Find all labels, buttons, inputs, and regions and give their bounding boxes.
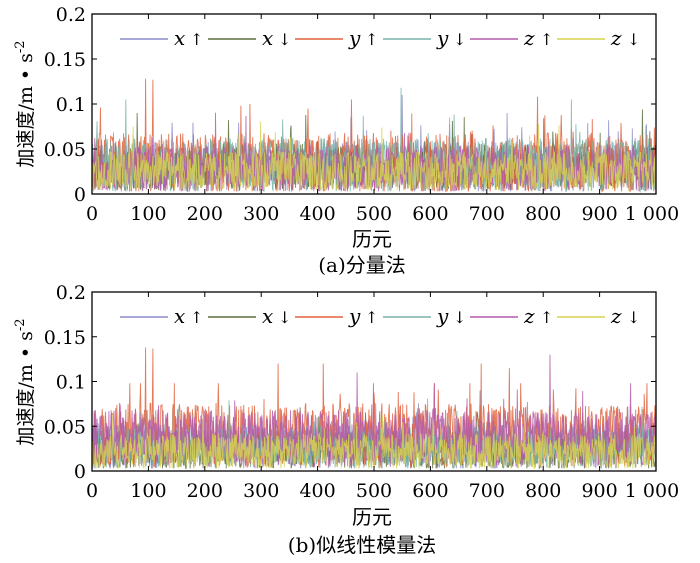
series-line-z-down — [92, 412, 656, 469]
x-tick-label: 0 — [86, 480, 98, 502]
x-tick-label: 600 — [412, 480, 448, 502]
legend-arrow: ↓ — [627, 308, 640, 327]
x-tick-label: 400 — [299, 203, 335, 225]
chart-panel-a: 0 100 200 300 400 500 600 700 800 900 1 000 0 0.05 0.… — [13, 4, 679, 277]
legend-arrow: ↑ — [365, 30, 378, 49]
legend-label: z — [610, 26, 622, 50]
series-line-z-down — [92, 121, 656, 192]
legend-label: x — [262, 304, 273, 328]
x-axis-label: 历元 — [352, 505, 392, 529]
y-tick-label: 0.15 — [44, 327, 86, 349]
x-tick-label: 300 — [243, 203, 279, 225]
x-tick-label: 400 — [299, 480, 335, 502]
x-tick-label: 200 — [187, 480, 223, 502]
x-tick-label: 100 — [130, 480, 166, 502]
legend-item-x-up: x ↑ — [120, 26, 203, 50]
x-tick-label: 200 — [187, 203, 223, 225]
series-lines — [92, 78, 656, 194]
legend-item-x-up: x ↑ — [120, 304, 203, 328]
x-tick-label: 500 — [356, 480, 392, 502]
legend-arrow: ↓ — [278, 30, 291, 49]
legend-label: y — [436, 304, 449, 328]
x-tick-label: 500 — [356, 203, 392, 225]
legend-item-y-down: y ↓ — [383, 26, 466, 50]
legend-item-x-down: x ↓ — [208, 304, 291, 328]
y-axis-label: 加速度/m • s-2 — [13, 40, 37, 167]
legend-item-y-up: y ↑ — [295, 26, 378, 50]
panel-caption: (b)似线性模量法 — [288, 533, 436, 557]
x-axis-label: 历元 — [352, 227, 392, 251]
y-tick-label: 0 — [74, 184, 86, 206]
y-tick-label: 0 — [74, 461, 86, 483]
y-tick-label: 0.2 — [56, 4, 86, 26]
legend-item-z-up: z ↑ — [470, 304, 553, 328]
legend-label: x — [174, 304, 185, 328]
legend-arrow: ↑ — [190, 308, 203, 327]
x-tick-label: 900 — [581, 480, 617, 502]
legend-label: z — [523, 304, 535, 328]
legend-item-z-down: z ↓ — [557, 26, 640, 50]
legend-item-y-up: y ↑ — [295, 304, 378, 328]
legend-item-z-down: z ↓ — [557, 304, 640, 328]
y-axis-label: 加速度/m • s-2 — [13, 318, 37, 445]
y-tick-label: 0.05 — [44, 139, 86, 161]
legend-label: x — [174, 26, 185, 50]
x-tick-label: 1 000 — [625, 480, 679, 502]
legend-label: z — [523, 26, 535, 50]
y-tick-label: 0.2 — [56, 282, 86, 304]
legend-arrow: ↓ — [453, 308, 466, 327]
y-tick-label: 0.05 — [44, 416, 86, 438]
legend-label: y — [348, 26, 361, 50]
legend-label: y — [348, 304, 361, 328]
x-tick-label: 1 000 — [625, 203, 679, 225]
x-tick-label: 800 — [525, 203, 561, 225]
x-tick-label: 700 — [469, 480, 505, 502]
x-tick-label: 100 — [130, 203, 166, 225]
x-tick-label: 900 — [581, 203, 617, 225]
legend-item-y-down: y ↓ — [383, 304, 466, 328]
legend-label: z — [610, 304, 622, 328]
legend-arrow: ↑ — [540, 30, 553, 49]
series-lines — [92, 347, 656, 470]
x-tick-label: 700 — [469, 203, 505, 225]
legend-arrow: ↓ — [627, 30, 640, 49]
legend: x ↑ x ↓ y ↑ y ↓ z ↑ z ↓ — [120, 26, 640, 50]
y-tick-label: 0.15 — [44, 49, 86, 71]
legend-arrow: ↑ — [540, 308, 553, 327]
legend-item-z-up: z ↑ — [470, 26, 553, 50]
legend-arrow: ↑ — [365, 308, 378, 327]
x-tick-label: 600 — [412, 203, 448, 225]
legend-arrow: ↓ — [453, 30, 466, 49]
legend-label: x — [262, 26, 273, 50]
x-tick-label: 300 — [243, 480, 279, 502]
panel-caption: (a)分量法 — [318, 253, 406, 277]
y-tick-label: 0.1 — [56, 372, 86, 394]
x-tick-label: 800 — [525, 480, 561, 502]
y-tick-label: 0.1 — [56, 94, 86, 116]
legend-arrow: ↓ — [278, 308, 291, 327]
legend: x ↑ x ↓ y ↑ y ↓ z ↑ z ↓ — [120, 304, 640, 328]
x-tick-label: 0 — [86, 203, 98, 225]
legend-arrow: ↑ — [190, 30, 203, 49]
legend-label: y — [436, 26, 449, 50]
legend-item-x-down: x ↓ — [208, 26, 291, 50]
chart-panel-b: 0 100 200 300 400 500 600 700 800 900 1 000 0 0.05 0.… — [13, 282, 679, 557]
